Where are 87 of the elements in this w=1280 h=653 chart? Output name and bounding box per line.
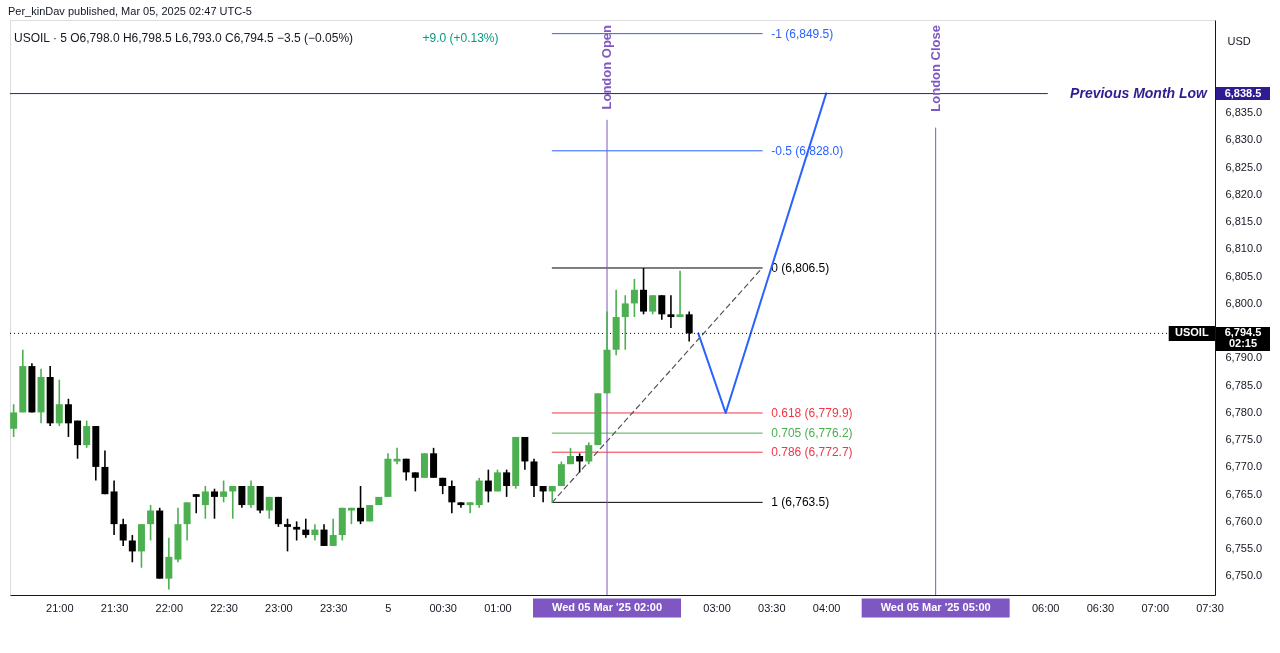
candlestick	[247, 479, 255, 509]
ref-line-label: London Close	[927, 25, 943, 112]
candlestick	[183, 501, 191, 542]
y-tick-label: 6,775.0	[1225, 433, 1263, 446]
x-tick-label: 22:00	[155, 601, 184, 614]
y-tick-label: 6,760.0	[1225, 514, 1263, 527]
candlestick	[466, 501, 474, 515]
candlestick	[192, 493, 200, 515]
x-tick-label: 03:00	[703, 601, 731, 614]
candlestick	[302, 517, 310, 539]
y-tick-label: 6,750.0	[1225, 569, 1263, 582]
x-tick-label: 21:00	[46, 601, 74, 614]
text: Wed 05 Mar '25 02:00	[552, 601, 663, 613]
candlestick	[503, 468, 511, 498]
x-tick-label: 00:30	[429, 601, 457, 614]
y-tick-label: 6,820.0	[1225, 187, 1263, 200]
candlestick	[284, 517, 292, 553]
candlestick	[557, 460, 565, 487]
x-tick-label: 22:30	[210, 601, 238, 614]
y-tick-label: 6,825.0	[1225, 160, 1263, 173]
text: 02:15	[1228, 337, 1258, 350]
candlestick	[676, 269, 684, 318]
candlestick	[630, 278, 638, 318]
text: USOIL · 5 O6,798.0 H6,798.5 L6,793.0 C6,794.5 −3.5 (−0.05%)	[14, 31, 354, 45]
candlestick	[119, 517, 127, 547]
x-tick-label: 03:30	[758, 601, 786, 614]
y-tick-label: 6,790.0	[1225, 351, 1263, 364]
candlestick	[220, 479, 228, 504]
x-tick-label: 23:00	[265, 601, 293, 614]
candlestick	[201, 485, 209, 520]
ref-line-label: Previous Month Low	[1070, 84, 1209, 101]
series-label: 0.618 (6,779.9)	[771, 405, 853, 420]
candlestick	[621, 294, 629, 351]
text: 6,838.5	[1224, 86, 1262, 99]
candlestick	[55, 378, 63, 427]
candlestick	[329, 517, 337, 547]
ref-line-label: London Open	[599, 24, 615, 110]
candlestick	[658, 294, 666, 321]
candlestick	[320, 523, 328, 547]
candlestick	[83, 419, 91, 449]
candlestick	[448, 479, 456, 515]
candlestick	[576, 452, 584, 474]
candlestick	[484, 468, 492, 504]
x-tick-label: 04:00	[812, 601, 841, 614]
x-tick-label: 06:30	[1086, 601, 1115, 614]
series-label: 0.705 (6,776.2)	[771, 426, 853, 441]
y-tick-label: 6,785.0	[1225, 378, 1263, 391]
candlestick	[649, 294, 657, 316]
x-tick-label: 07:30	[1196, 601, 1224, 614]
y-axis-title: USD	[1227, 34, 1251, 47]
candlestick	[210, 487, 218, 520]
x-tick-label: 06:00	[1031, 601, 1060, 614]
candlestick	[411, 471, 419, 493]
x-tick-label: 5	[385, 601, 392, 614]
x-tick-label: 07:00	[1141, 601, 1170, 614]
y-tick-label: 6,805.0	[1225, 269, 1263, 282]
candlestick	[293, 520, 301, 542]
x-tick-label: 01:00	[484, 601, 512, 614]
candlestick	[165, 536, 173, 591]
text: Per_kinDav published, Mar 05, 2025 02:47 UTC-5	[8, 5, 252, 17]
series-label: 0.786 (6,772.7)	[771, 445, 853, 460]
y-tick-label: 6,770.0	[1225, 460, 1263, 473]
candlestick	[147, 504, 155, 542]
x-tick-label: 23:30	[319, 601, 348, 614]
ref-line-label: USOIL	[1175, 326, 1209, 339]
candlestick	[10, 403, 18, 438]
y-tick-label: 6,780.0	[1225, 405, 1263, 418]
y-tick-label: 6,810.0	[1225, 242, 1263, 255]
series-label: 1 (6,763.5)	[771, 495, 830, 510]
candlestick	[128, 534, 136, 564]
series-label: -1 (6,849.5)	[771, 26, 834, 41]
y-tick-label: 6,800.0	[1225, 296, 1263, 309]
annotation: +9.0 (+0.13%)	[422, 31, 499, 45]
candlestick	[357, 485, 365, 525]
y-tick-label: 6,765.0	[1225, 487, 1263, 500]
y-tick-label: 6,830.0	[1225, 133, 1263, 146]
y-tick-label: 6,755.0	[1225, 542, 1263, 555]
candlestick	[238, 485, 246, 509]
candlestick	[229, 485, 237, 520]
candlestick	[585, 441, 593, 465]
candlestick	[64, 397, 72, 438]
text: 6,794.5	[1224, 326, 1262, 339]
candlestick	[667, 294, 675, 329]
text: Wed 05 Mar '25 05:00	[880, 601, 991, 613]
y-tick-label: 6,835.0	[1225, 106, 1263, 119]
x-tick-label: 21:30	[100, 601, 129, 614]
y-tick-label: 6,815.0	[1225, 215, 1263, 228]
